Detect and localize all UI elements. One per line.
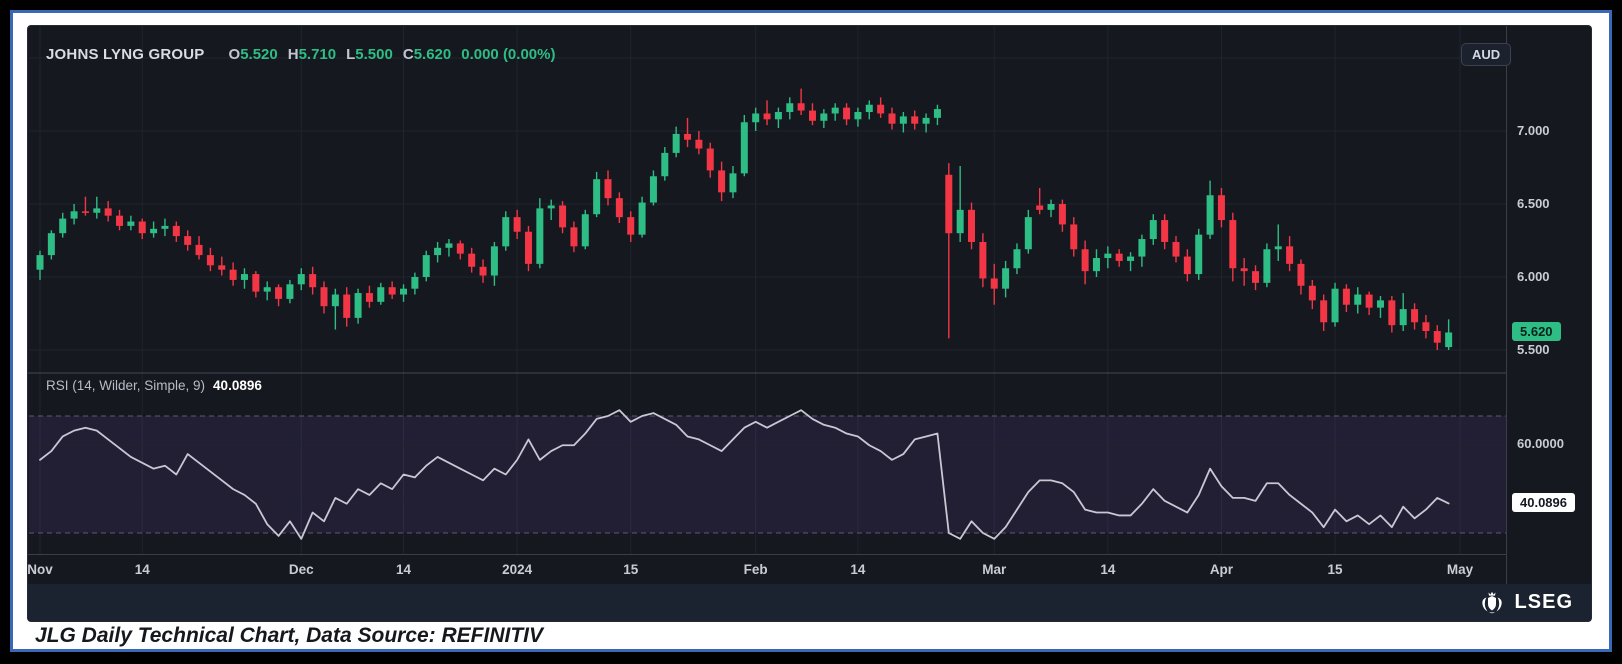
currency-button[interactable]: AUD	[1461, 43, 1512, 66]
close-value: 5.620	[413, 46, 452, 63]
rsi-axis-tick: 60.0000	[1517, 436, 1564, 451]
close-label: C	[402, 46, 414, 63]
high-value: 5.710	[298, 46, 337, 63]
chart-panel: JOHNS LYNG GROUP O5.520 H5.710 L5.500 C5.620…	[27, 25, 1592, 622]
last-price-badge: 5.620	[1512, 322, 1561, 342]
high-label: H	[287, 46, 299, 63]
time-tick: Nov	[27, 562, 53, 577]
time-tick: May	[1446, 562, 1474, 577]
caption: JLG Daily Technical Chart, Data Source: …	[35, 624, 544, 647]
rsi-value-badge: 40.0896	[1512, 493, 1575, 513]
time-tick: 14	[396, 562, 412, 577]
price-rsi-chart[interactable]	[28, 26, 1507, 584]
lseg-brand: LSEG	[1514, 591, 1573, 613]
rsi-value: 40.0896	[213, 378, 262, 393]
rsi-legend: RSI (14, Wilder, Simple, 9) 40.0896	[46, 378, 262, 393]
time-tick: 2024	[502, 562, 533, 577]
price-tick: 6.000	[1517, 269, 1550, 284]
low-label: L	[346, 46, 356, 63]
rsi-label: RSI (14, Wilder, Simple, 9)	[46, 378, 206, 393]
time-tick: Dec	[288, 562, 314, 577]
time-tick: 15	[623, 562, 639, 577]
time-tick: 14	[134, 562, 150, 577]
time-axis[interactable]: Nov 14 Dec 14 2024 15 Feb 14 Mar 14 Apr 15 May	[28, 554, 1507, 585]
outer-frame: JOHNS LYNG GROUP O5.520 H5.710 L5.500 C5.620…	[10, 10, 1612, 652]
change-value: 0.000 (0.00%)	[461, 46, 556, 63]
open-label: O	[228, 46, 241, 63]
time-tick: Mar	[982, 562, 1007, 577]
symbol-name: JOHNS LYNG GROUP	[46, 46, 205, 63]
time-tick: Apr	[1209, 562, 1234, 577]
time-tick: 15	[1327, 562, 1343, 577]
price-tick: 5.500	[1517, 342, 1550, 357]
time-tick: Feb	[743, 562, 768, 577]
chart-legend: JOHNS LYNG GROUP O5.520 H5.710 L5.500 C5.620…	[46, 46, 555, 63]
lseg-crest-icon	[1478, 591, 1506, 615]
footer-bar: LSEG	[28, 584, 1591, 621]
price-axis[interactable]: 7.000 6.500 6.000 5.500 5.620 60.0000 40.08…	[1507, 26, 1591, 584]
price-tick: 6.500	[1517, 196, 1550, 211]
axis-separator	[1506, 26, 1507, 584]
price-tick: 7.000	[1517, 123, 1550, 138]
low-value: 5.500	[355, 46, 393, 63]
time-tick: 14	[1100, 562, 1116, 577]
time-tick: 14	[850, 562, 866, 577]
open-value: 5.520	[240, 46, 278, 63]
